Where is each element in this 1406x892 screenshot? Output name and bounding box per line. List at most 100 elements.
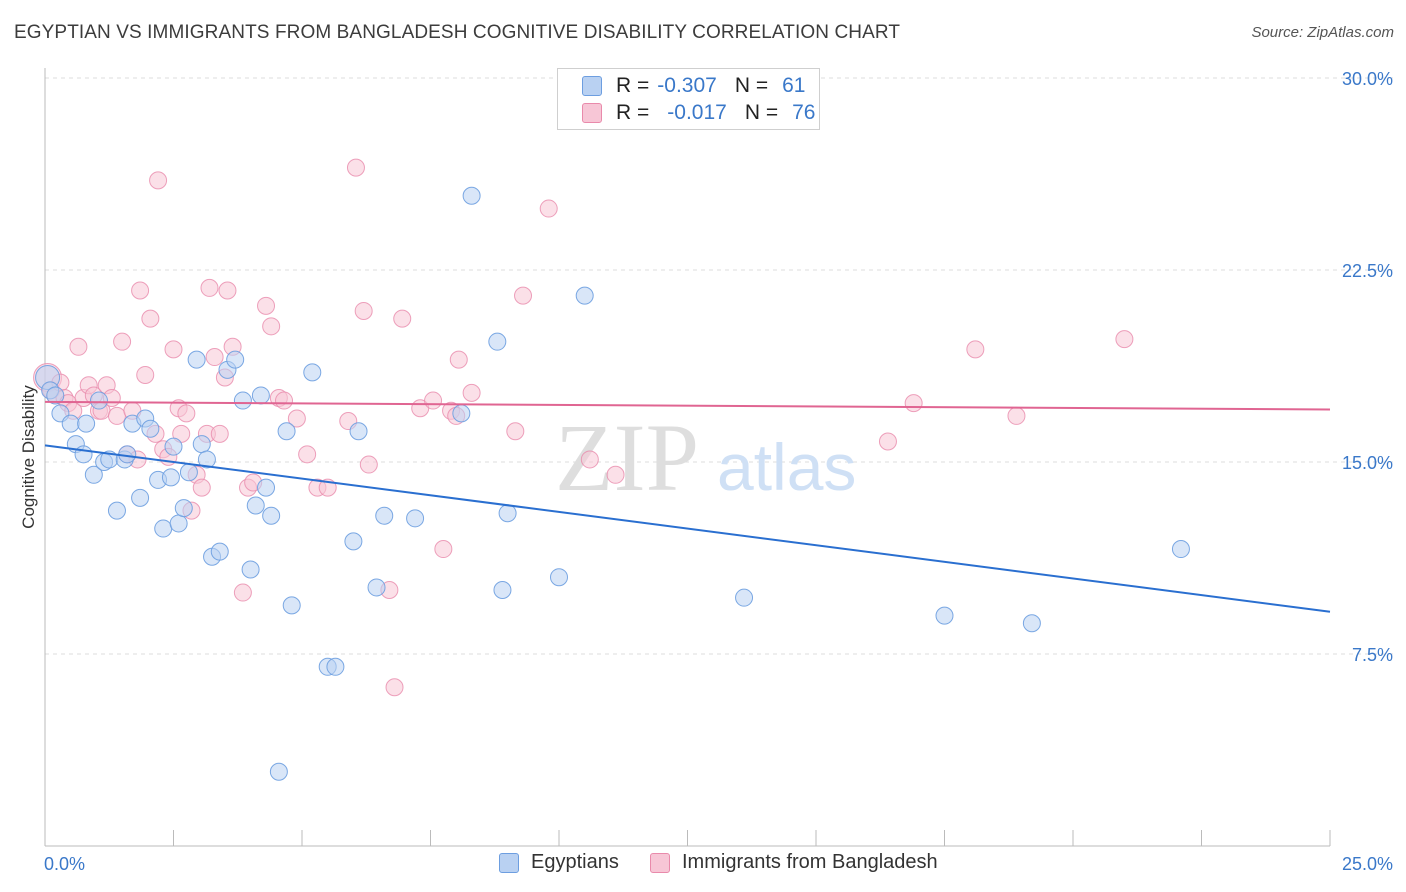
legend-r-value: -0.017 [667,101,727,124]
legend-series: Egyptians Immigrants from Bangladesh [0,851,1406,879]
egyptian-point [367,578,386,597]
bangladesh-point [287,409,306,428]
egyptian-point [1022,614,1041,633]
bangladesh-point [539,199,558,218]
watermark: ZIP atlas [555,404,856,511]
egyptian-point [241,560,260,579]
bangladesh-point [393,309,412,328]
bangladesh-point [218,281,237,300]
egyptian-point [131,488,150,507]
egyptian-point [187,350,206,369]
egyptian-point [174,499,193,518]
egyptian-point [179,463,198,482]
bangladesh-point [878,432,897,451]
egyptian-point [164,437,183,456]
y-tick-label: 30.0% [1342,69,1393,89]
bangladesh-point [113,332,132,351]
bangladesh-point [904,394,923,413]
egyptian-point [462,186,481,205]
x-tick-label: 0.0% [44,854,85,874]
trend-line-bangladesh [44,400,1331,411]
bangladesh-point [149,171,168,190]
bangladesh-point [69,337,88,356]
bangladesh-point [200,278,219,297]
egyptian-point [269,762,288,781]
bangladesh-point [107,406,126,425]
bangladesh-point [177,404,196,423]
egyptian-point [735,588,754,607]
egyptian-point [246,496,265,515]
egyptian-point [550,568,568,587]
trend-lines [44,400,1331,613]
egyptian-point [210,542,229,561]
legend-r-label: R = [616,74,650,97]
bangladesh-point [262,317,281,336]
legend-label-bangladesh: Immigrants from Bangladesh [682,851,938,873]
egyptian-point [282,596,301,615]
bangladesh-point [136,365,155,384]
bangladesh-point [164,340,183,359]
egyptian-point [192,435,211,454]
egyptian-point [303,363,322,382]
egyptian-point [326,657,345,676]
egyptian-point [46,386,65,405]
bangladesh-point [385,678,404,697]
egyptian-point [74,445,93,464]
egyptian-point [349,422,368,441]
legend-stats: R = -0.307 N = 61 R = -0.017 N = 76 [557,68,820,130]
legend-label-egyptians: Egyptians [531,851,619,873]
bangladesh-point [131,281,150,300]
egyptian-point [262,506,281,525]
egyptian-point [257,478,276,497]
legend-swatch-pink [650,852,670,873]
egyptian-point [498,504,517,523]
chart-title: EGYPTIAN VS IMMIGRANTS FROM BANGLADESH C… [14,22,901,43]
egyptian-point [61,414,80,433]
bangladesh-point [1007,406,1026,425]
bangladesh-point [359,455,378,474]
egyptian-point [226,350,245,369]
y-tick-label: 22.5% [1342,261,1393,281]
legend-item-egyptians[interactable]: Egyptians [499,851,619,874]
bangladesh-point [580,450,599,469]
egyptian-point [488,332,507,351]
legend-row-bangladesh: R = -0.017 N = 76 [582,100,815,126]
bangladesh-point [141,309,160,328]
egyptian-point [277,422,296,441]
bangladesh-point [275,391,294,410]
egyptian-point [375,506,394,525]
egyptian-point [77,414,96,433]
egyptian-point [161,468,180,487]
legend-r-label: R = [616,101,650,124]
bangladesh-point [346,158,365,177]
egyptian-point [197,450,216,469]
egyptian-point [344,532,363,551]
trend-line-egyptians [44,444,1331,613]
egyptian-point [1171,540,1190,559]
bangladesh-point [354,301,373,320]
egyptian-point [452,404,471,423]
legend-r-value: -0.307 [657,74,717,97]
legend-swatch-blue [582,76,602,96]
bangladesh-point [424,391,443,410]
bangladesh-point [205,348,224,367]
legend-item-bangladesh[interactable]: Immigrants from Bangladesh [650,851,938,874]
bangladesh-point [514,286,533,305]
egyptian-point [107,501,126,520]
bangladesh-point [298,445,317,464]
legend-n-value: 61 [782,74,806,97]
x-tick-label: 25.0% [1342,854,1393,874]
legend-n-value: 76 [792,101,816,124]
egyptian-point [89,391,108,410]
legend-n-label: N = [734,74,769,97]
legend-swatch-pink [582,103,602,123]
bangladesh-point [606,465,625,484]
bangladesh-point [210,424,229,443]
bangladesh-point [462,383,481,402]
egyptian-point [141,419,160,438]
axes [44,68,1331,847]
legend-row-egyptians: R = -0.307 N = 61 [582,73,805,99]
bangladesh-point [449,350,468,369]
watermark-zip: ZIP [555,404,699,511]
